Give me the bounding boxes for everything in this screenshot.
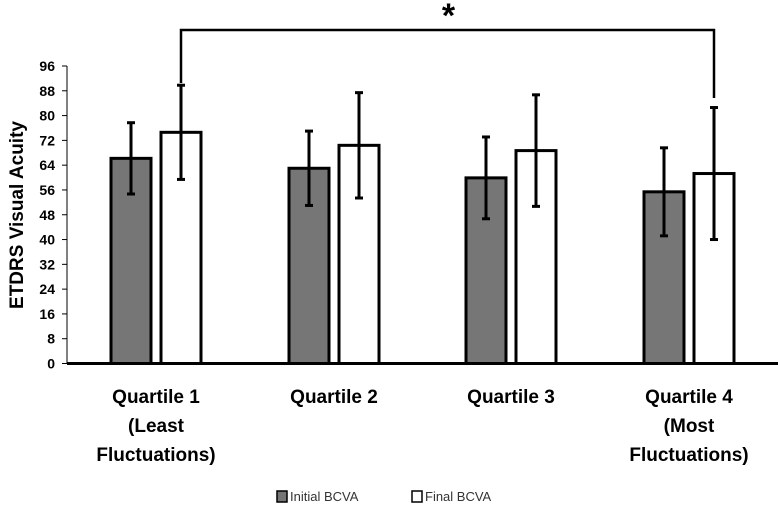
y-tick-label: 64 [39,157,55,173]
y-tick-label: 88 [39,83,55,99]
significance-asterisk: * [442,0,456,35]
bar-initial [109,156,153,365]
legend-label-final: Final BCVA [425,489,492,504]
y-tick-label: 72 [39,132,55,148]
legend-swatch-initial [276,490,288,503]
y-tick-label: 80 [39,108,55,124]
legend: Initial BCVA Final BCVA [276,489,492,504]
category-label: (Most [664,416,715,437]
category-label: Quartile 2 [290,387,378,408]
y-tick-label: 8 [47,331,55,347]
y-tick-label: 0 [47,356,55,372]
category-label: Fluctuations) [629,445,748,466]
y-tick-label: 32 [39,256,55,272]
y-tick-label: 96 [39,58,55,74]
category-label: (Least [128,416,185,437]
y-tick-label: 48 [39,207,55,223]
category-label: Fluctuations) [96,445,215,466]
y-tick-label: 56 [39,182,55,198]
legend-label-initial: Initial BCVA [290,489,359,504]
category-label: Quartile 4 [645,387,733,408]
legend-swatch-final [411,490,423,503]
significance-bracket [179,28,716,98]
y-tick-label: 40 [39,232,55,248]
y-axis-label: ETDRS Visual Acuity [7,121,28,309]
category-label: Quartile 3 [467,387,555,408]
y-tick-label: 24 [39,281,55,297]
y-tick-label: 16 [39,306,55,322]
category-label: Quartile 1 [112,387,200,408]
